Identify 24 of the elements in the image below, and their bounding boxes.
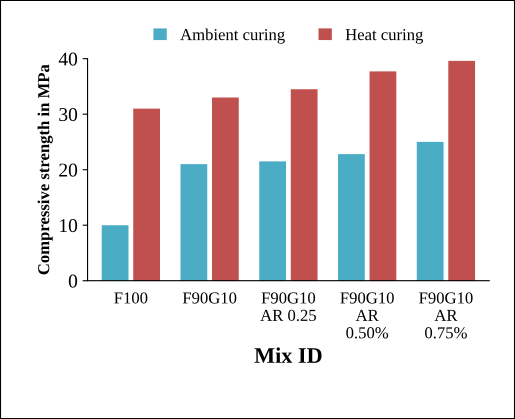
x-tick-label: F90G10 AR 0.25 (260, 292, 316, 322)
y-axis-title: Compressive strength in MPa (38, 64, 53, 274)
x-tick-label: F90G10 (182, 292, 236, 304)
bar (133, 108, 160, 281)
x-tick-label: F100 (114, 292, 148, 304)
x-tick-label: F90G10 AR 0.50% (340, 292, 394, 338)
y-tick-label: 0 (68, 274, 78, 288)
legend-label: Heat curing (346, 29, 424, 44)
x-tick-label: F90G10 AR 0.75% (419, 292, 473, 338)
bar (338, 154, 365, 281)
legend-label: Ambient curing (180, 28, 285, 44)
bar (180, 164, 208, 281)
x-axis-title: Mix ID (254, 347, 322, 363)
y-tick-label: 20 (59, 164, 78, 177)
y-tick-label: 10 (60, 219, 78, 232)
bar (448, 60, 476, 281)
y-tick-label: 30 (59, 108, 78, 122)
y-tick-label: 40 (58, 52, 78, 66)
bar (102, 225, 129, 281)
bar (416, 142, 444, 281)
bar (212, 98, 239, 281)
bar (290, 89, 318, 281)
bar (259, 161, 286, 281)
bar (370, 71, 396, 281)
